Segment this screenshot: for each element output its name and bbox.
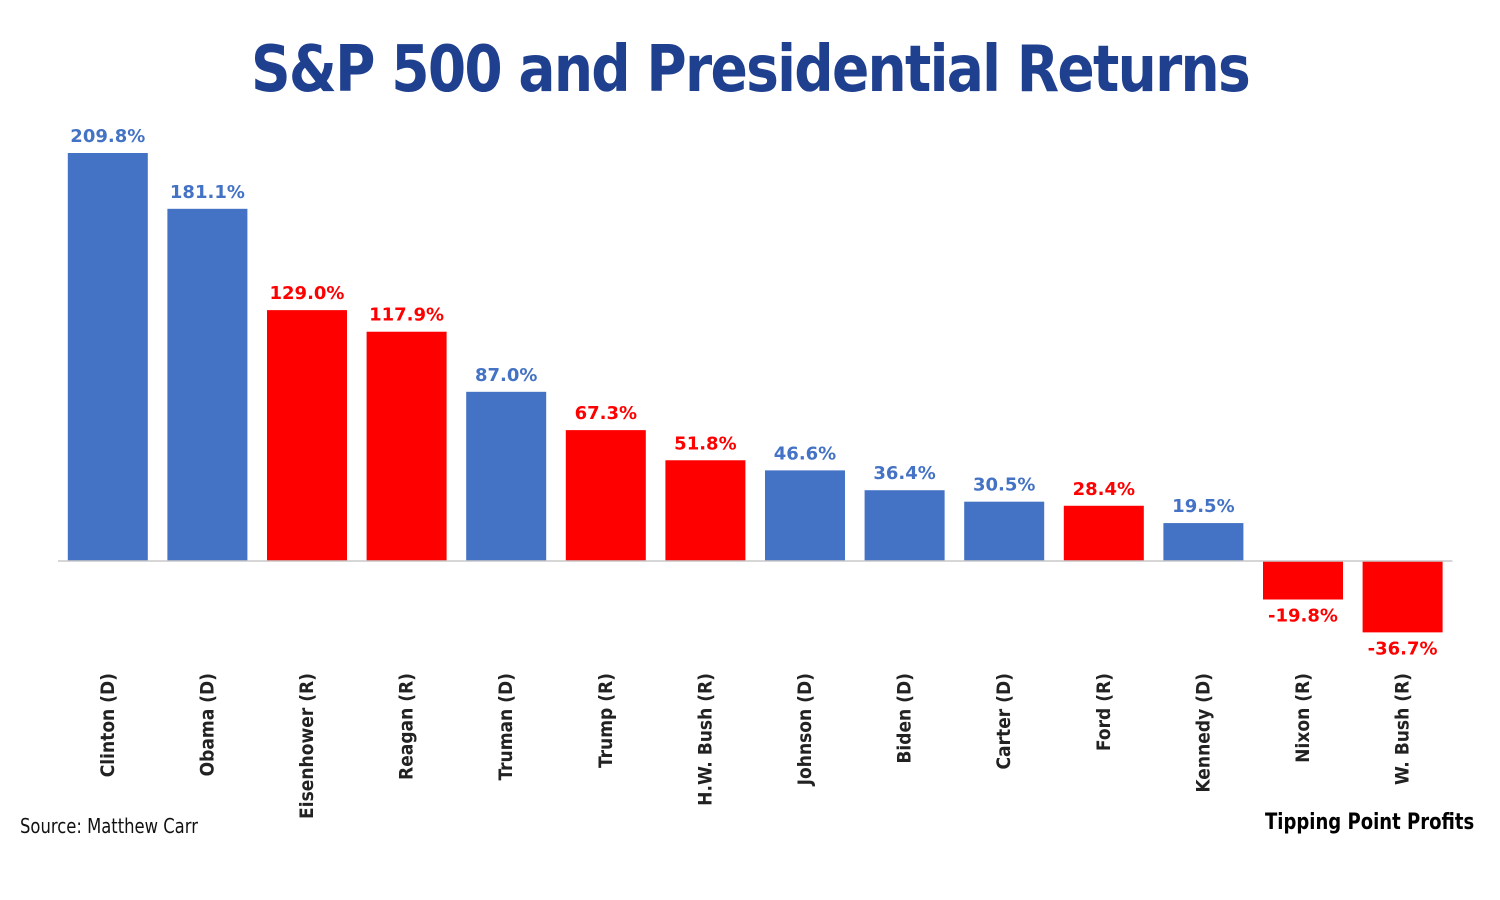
chart-title: S&P 500 and Presidential Returns <box>250 33 1251 107</box>
data-label: 209.8% <box>70 126 145 147</box>
bar <box>267 310 347 561</box>
bar <box>167 208 248 561</box>
data-label: 67.3% <box>575 403 637 424</box>
bar <box>1163 523 1244 561</box>
source-note: Source: Matthew Carr <box>20 814 198 838</box>
bar <box>565 430 646 561</box>
category-label: Kennedy (D) <box>1192 673 1214 793</box>
data-label: 28.4% <box>1073 479 1135 500</box>
category-label: W. Bush (R) <box>1392 673 1414 785</box>
category-label: Nixon (R) <box>1292 673 1314 763</box>
category-label: Trump (R) <box>595 673 617 768</box>
data-label: 87.0% <box>475 365 537 386</box>
bar <box>765 470 845 561</box>
bars-layer <box>67 153 1443 633</box>
category-label: Biden (D) <box>894 673 916 764</box>
data-label: 36.4% <box>873 463 935 484</box>
data-label: -19.8% <box>1268 606 1338 627</box>
category-label: Reagan (R) <box>396 673 418 780</box>
bar <box>67 153 148 561</box>
bar <box>964 501 1045 561</box>
category-label: Carter (D) <box>993 673 1015 769</box>
data-label: -36.7% <box>1368 638 1438 659</box>
category-label: Ford (R) <box>1093 673 1115 751</box>
category-labels-layer: Clinton (D) Obama (D) Eisenhower (R) Reagan… <box>97 673 1414 819</box>
data-label: 19.5% <box>1172 496 1234 517</box>
data-label: 181.1% <box>170 182 245 203</box>
bar <box>1063 505 1144 561</box>
value-labels-layer: 209.8% 181.1% 129.0% 117.9% 87.0% 67.3% 51.8% 4… <box>70 126 1437 659</box>
bar <box>864 490 945 561</box>
data-label: 117.9% <box>369 305 444 326</box>
data-label: 129.0% <box>270 283 345 304</box>
bar <box>1263 561 1343 600</box>
bar <box>466 391 547 561</box>
data-label: 46.6% <box>774 443 836 464</box>
category-label: H.W. Bush (R) <box>694 673 716 806</box>
category-label: Truman (D) <box>495 673 517 780</box>
category-label: Johnson (D) <box>794 673 816 786</box>
brand-note: Tipping Point Profits <box>1264 810 1474 835</box>
bar <box>1362 561 1443 633</box>
bar <box>665 460 746 561</box>
bar <box>366 331 447 561</box>
category-label: Clinton (D) <box>97 673 119 777</box>
data-label: 30.5% <box>973 475 1035 496</box>
category-label: Eisenhower (R) <box>296 673 318 819</box>
category-label: Obama (D) <box>196 673 218 776</box>
data-label: 51.8% <box>674 433 736 454</box>
